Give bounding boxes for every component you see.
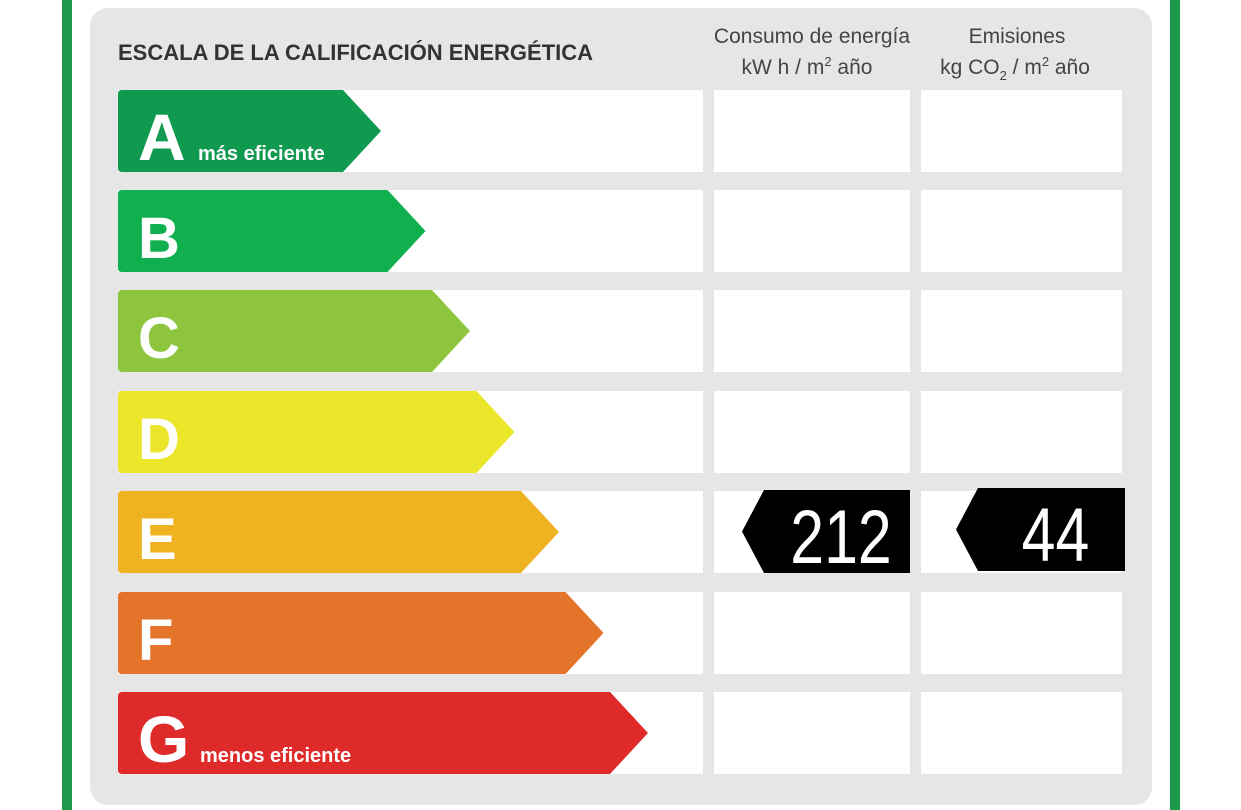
unit: / m: [1007, 56, 1042, 79]
value-arrow: [956, 488, 1125, 571]
value: 44: [1022, 493, 1090, 578]
rating-letter: C: [138, 306, 180, 371]
cell: [714, 290, 910, 372]
title: ESCALA DE LA CALIFICACIÓN ENERGÉTICA: [118, 40, 593, 65]
cell: [921, 592, 1122, 674]
unit: año: [832, 56, 873, 79]
column-unit: kW h / m2 año: [742, 54, 873, 79]
cell: [714, 391, 910, 473]
unit-sup: 2: [824, 54, 831, 69]
rating-letter: D: [138, 407, 180, 472]
column-header: Consumo de energía: [714, 25, 910, 48]
cell: [714, 692, 910, 774]
rating-arrow: [118, 190, 426, 272]
border-left: [62, 0, 72, 810]
column-unit: kg CO2 / m2 año: [940, 54, 1090, 83]
rating-arrow: [118, 290, 470, 372]
value-arrow: [742, 490, 910, 573]
rating-arrow: [118, 90, 381, 172]
column-header: Emisiones: [969, 25, 1066, 48]
rating-caption: menos eficiente: [200, 745, 351, 767]
unit: año: [1049, 56, 1090, 79]
value: 212: [790, 495, 891, 580]
cell: [714, 90, 910, 172]
rating-letter: F: [138, 608, 173, 673]
cell: [921, 692, 1122, 774]
cell: [714, 190, 910, 272]
cell: [921, 391, 1122, 473]
rating-letter: G: [138, 702, 189, 776]
cell: [714, 592, 910, 674]
rating-arrow: [118, 391, 515, 473]
cell: [921, 90, 1122, 172]
rating-arrow: [118, 592, 604, 674]
border-right: [1170, 0, 1180, 810]
unit: kg CO: [940, 56, 1000, 79]
rating-letter: A: [138, 100, 186, 174]
unit-sup: 2: [1042, 54, 1049, 69]
cell: [921, 190, 1122, 272]
cell: [921, 290, 1122, 372]
unit: kW h / m: [742, 56, 825, 79]
unit-sub: 2: [1000, 68, 1007, 83]
rating-arrow: [118, 692, 648, 774]
rating-caption: más eficiente: [198, 143, 325, 165]
rating-letter: E: [138, 507, 177, 572]
rating-arrow: [118, 491, 559, 573]
rating-letter: B: [138, 206, 180, 271]
